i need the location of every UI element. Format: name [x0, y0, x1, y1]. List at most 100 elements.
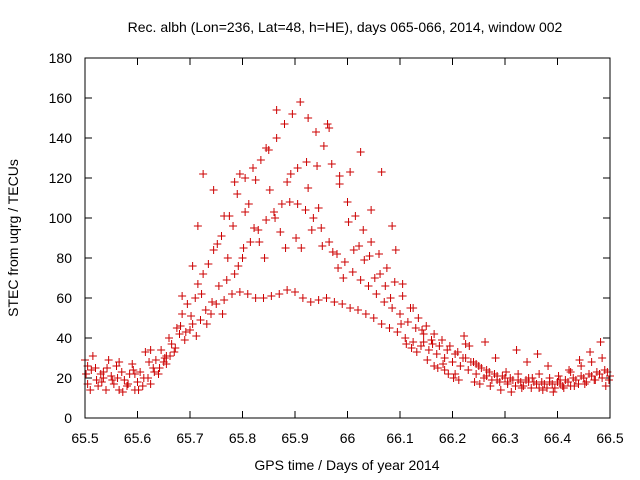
data-point — [188, 262, 197, 270]
data-point — [432, 350, 441, 358]
data-point — [239, 244, 248, 252]
data-point — [233, 190, 242, 198]
data-point — [412, 348, 421, 356]
data-point — [335, 172, 344, 180]
x-tick-label: 66.1 — [386, 430, 413, 446]
data-point — [556, 376, 565, 384]
data-point — [428, 340, 437, 348]
x-tick-label: 66.2 — [439, 430, 466, 446]
data-point — [461, 354, 470, 362]
data-point — [175, 330, 184, 338]
data-point — [306, 298, 315, 306]
data-point — [356, 276, 365, 284]
data-point — [192, 332, 201, 340]
data-point — [393, 328, 402, 336]
data-point — [102, 386, 110, 394]
data-point — [277, 200, 286, 208]
data-point — [141, 348, 150, 356]
data-point — [181, 328, 190, 336]
data-point — [524, 374, 533, 382]
data-point — [424, 346, 433, 354]
data-point — [475, 380, 484, 388]
data-point — [365, 252, 374, 260]
data-point — [359, 226, 368, 234]
data-point — [439, 360, 448, 368]
data-point — [375, 250, 383, 258]
data-point — [398, 292, 407, 300]
data-point — [187, 312, 196, 320]
data-point — [166, 352, 175, 360]
x-tick-label: 66.3 — [491, 430, 518, 446]
data-point — [591, 376, 600, 384]
data-point — [397, 320, 406, 328]
data-point — [470, 378, 479, 386]
data-point — [103, 364, 112, 372]
plot-frame — [84, 57, 611, 419]
data-point — [234, 262, 243, 270]
data-point — [301, 206, 310, 214]
data-point — [275, 290, 284, 298]
data-point — [272, 106, 281, 114]
data-point — [367, 206, 376, 214]
data-point — [94, 382, 103, 390]
data-point — [314, 296, 323, 304]
data-point — [482, 372, 491, 380]
data-point — [333, 250, 341, 258]
data-point — [170, 348, 179, 356]
data-point — [580, 380, 589, 388]
data-point — [176, 322, 185, 330]
data-point — [235, 288, 244, 296]
data-point — [322, 294, 331, 302]
tick-labels: 65.5 65.6 65.7 65.8 65.9 66 66.1 66.2 66.3 66.4 66… — [49, 50, 624, 446]
data-point — [167, 340, 176, 348]
data-point — [435, 342, 444, 350]
data-point — [340, 258, 349, 266]
data-point — [138, 382, 147, 390]
data-point — [449, 374, 458, 382]
data-point — [296, 98, 305, 106]
data-point — [307, 226, 316, 234]
data-point — [430, 330, 439, 338]
y-tick-label: 120 — [49, 170, 73, 186]
data-point — [230, 178, 239, 186]
data-point — [280, 120, 289, 128]
data-point — [386, 294, 395, 302]
data-point — [369, 314, 378, 322]
data-point — [86, 386, 95, 394]
data-point — [317, 224, 326, 232]
data-point — [460, 332, 469, 340]
data-point — [344, 218, 353, 226]
x-tick-label: 65.7 — [176, 430, 203, 446]
data-point — [391, 246, 400, 254]
data-point — [292, 234, 301, 242]
y-tick-label: 160 — [49, 90, 73, 106]
data-point — [197, 290, 206, 298]
data-point — [433, 364, 442, 372]
y-tick-label: 40 — [56, 330, 72, 346]
data-point — [454, 376, 463, 384]
data-point — [407, 344, 416, 352]
data-point — [346, 168, 355, 176]
data-point — [312, 128, 320, 136]
data-point — [212, 300, 221, 308]
data-point — [297, 244, 306, 252]
data-point — [157, 346, 166, 354]
data-point — [136, 368, 145, 376]
data-point — [283, 178, 292, 186]
data-point — [209, 186, 218, 194]
data-point — [601, 382, 610, 390]
data-point — [193, 280, 202, 288]
data-point — [409, 304, 418, 312]
data-point — [456, 362, 465, 370]
data-point — [178, 310, 187, 318]
data-point — [448, 358, 457, 366]
data-point — [422, 322, 431, 330]
data-point — [577, 362, 586, 370]
data-point — [570, 382, 579, 390]
data-point — [360, 256, 369, 264]
data-point — [115, 386, 124, 394]
data-point — [113, 374, 122, 382]
y-axis-label: STEC from uqrg / TECUs — [5, 159, 21, 317]
data-point — [180, 336, 189, 344]
data-point — [309, 214, 318, 222]
